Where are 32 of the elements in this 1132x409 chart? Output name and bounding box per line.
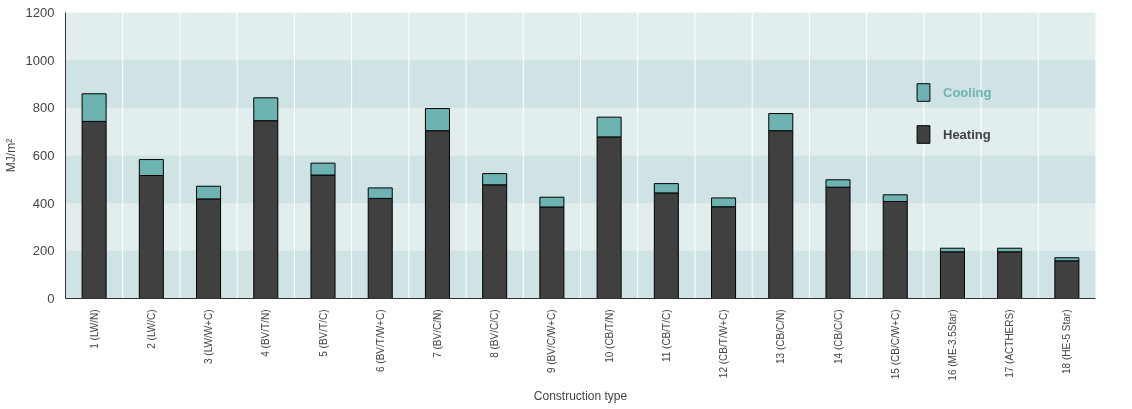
x-tick-label: 1 (LW/N) [88,309,100,349]
x-axis-title: Construction type [533,388,628,403]
y-tick-label: 0 [47,291,55,306]
legend-label: Heating [943,126,991,142]
x-tick-label: 9 (BV/C/W+C) [546,309,558,374]
x-tick-label: 4 (BV/T/N) [260,309,272,357]
x-tick-label: 6 (BV/T/W+C) [374,309,386,372]
x-tick-label: 2 (LW/C) [145,309,157,349]
y-tick-label: 200 [32,243,55,259]
y-tick-label: 600 [32,148,55,163]
legend-label: Cooling [943,84,992,100]
x-tick-label: 11 (CB/T/C) [660,309,672,363]
x-tick-label: 10 (CB/T/N) [603,309,615,363]
y-tick-label: 400 [32,195,55,211]
x-tick-label: 5 (BV/T/C) [317,309,329,357]
x-tick-label: 3 (LW/W+C) [203,309,215,365]
y-tick-label: 1200 [25,5,55,20]
x-tick-label: 12 (CB/T/W+C) [718,309,730,379]
x-tick-label: 7 (BV/C/N) [431,309,443,358]
x-tick-label: 14 (CB/C/C) [832,309,844,364]
bar [939,251,965,299]
y-tick-label: 1000 [25,52,55,68]
x-tick-label: 16 (ME-3.5Star) [946,309,958,381]
x-tick-label: 8 (BV/C/C) [489,309,501,358]
y-tick-label: 800 [32,100,55,116]
y-axis-title: MJ/m² [3,138,18,173]
bar [997,251,1023,299]
x-tick-label: 13 (CB/C/N) [775,309,787,364]
x-tick-label: 18 (HE-5 Star) [1061,309,1073,374]
x-tick-label: 17 (ACTHERS) [1004,309,1016,378]
bar [1054,260,1080,299]
x-tick-label: 15 (CB/C/W+C) [889,309,901,380]
